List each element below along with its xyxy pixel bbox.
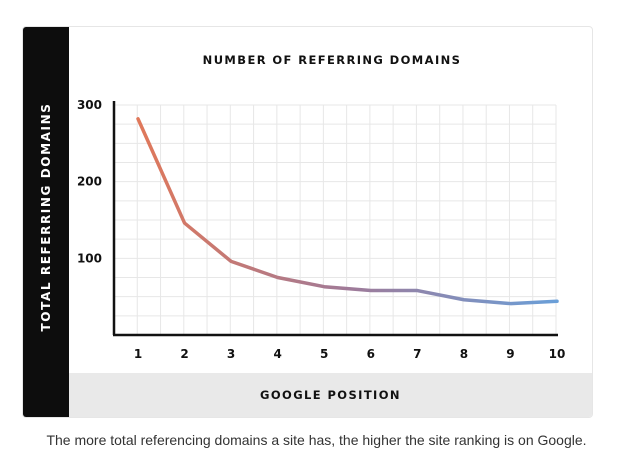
y-axis-band: TOTAL REFERRING DOMAINS	[23, 27, 69, 417]
x-tick-label: 3	[227, 347, 235, 361]
y-tick-label: 100	[77, 251, 102, 265]
x-tick-label: 8	[460, 347, 468, 361]
x-tick-label: 2	[180, 347, 188, 361]
y-tick-label: 300	[77, 98, 102, 112]
x-tick-label: 10	[549, 347, 566, 361]
x-tick-label: 9	[506, 347, 514, 361]
x-axis-title: GOOGLE POSITION	[260, 388, 401, 402]
x-axis-band: GOOGLE POSITION	[69, 373, 592, 417]
series-line	[136, 117, 559, 306]
chart-title: NUMBER OF REFERRING DOMAINS	[203, 53, 462, 67]
line-chart: NUMBER OF REFERRING DOMAINS 100 200 300 1 2 3…	[77, 53, 566, 361]
y-tick-label: 200	[77, 175, 102, 189]
x-tick-label: 7	[413, 347, 421, 361]
x-tick-label: 5	[320, 347, 328, 361]
figure-caption: The more total referencing domains a sit…	[46, 432, 587, 448]
x-tick-label: 4	[273, 347, 281, 361]
x-tick-label: 1	[134, 347, 142, 361]
x-tick-label: 6	[367, 347, 375, 361]
chart-card: TOTAL REFERRING DOMAINS GOOGLE POSITION …	[22, 26, 593, 418]
